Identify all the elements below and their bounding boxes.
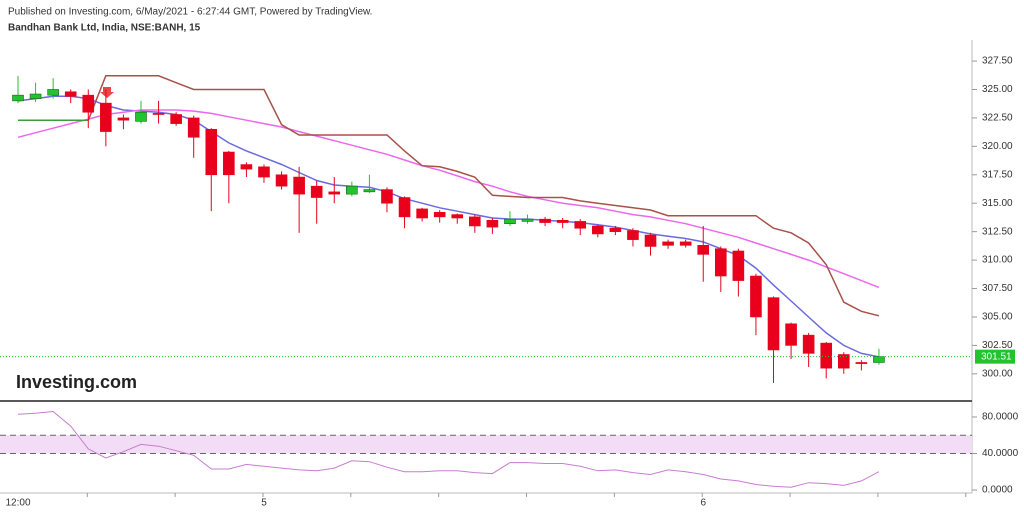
y-tick-label: 322.50 bbox=[982, 113, 1013, 124]
line bbox=[17, 109, 880, 289]
candle-body bbox=[293, 176, 305, 195]
candle-body bbox=[29, 93, 42, 99]
y-tick-label: 325.00 bbox=[982, 84, 1013, 95]
candle-body bbox=[767, 297, 780, 351]
candle-body bbox=[802, 334, 815, 354]
x-tick-label: 6 bbox=[700, 498, 706, 509]
candle-body bbox=[47, 89, 59, 96]
y-tick-label: 300.00 bbox=[982, 368, 1013, 379]
y-tick-label: 302.50 bbox=[982, 340, 1013, 351]
candle-body bbox=[714, 248, 727, 277]
candle-body bbox=[187, 117, 200, 138]
candle-body bbox=[592, 225, 604, 235]
candle-body bbox=[223, 151, 235, 176]
candle-body bbox=[732, 250, 745, 281]
band bbox=[0, 435, 972, 454]
candle-body bbox=[117, 117, 130, 121]
candle-body bbox=[750, 275, 762, 318]
candle-body bbox=[837, 354, 850, 369]
candle-body bbox=[240, 164, 253, 170]
candle-body bbox=[258, 166, 270, 178]
y-tick-label: 317.50 bbox=[982, 169, 1013, 180]
candle-body bbox=[662, 241, 674, 246]
candle-body bbox=[855, 362, 868, 364]
y-tick-label: 0.0000 bbox=[982, 485, 1013, 496]
y-tick-label: 327.50 bbox=[982, 56, 1013, 67]
y-tick-label: 310.00 bbox=[982, 255, 1013, 266]
header: Published on Investing.com, 6/May/2021 -… bbox=[8, 7, 372, 18]
candle-body bbox=[451, 214, 464, 219]
candle-body bbox=[574, 221, 587, 229]
y-tick-label: 312.50 bbox=[982, 226, 1013, 237]
candle-body bbox=[504, 218, 516, 224]
y-tick-label: 80.0000 bbox=[982, 412, 1019, 423]
candle-body bbox=[135, 111, 147, 122]
candle-body bbox=[328, 191, 341, 195]
candle-body bbox=[170, 114, 182, 124]
x-tick-label: 12:00 bbox=[5, 498, 30, 509]
candle-body bbox=[152, 113, 165, 115]
chart-title: Bandhan Bank Ltd, India, NSE:BANH, 15 bbox=[8, 23, 201, 34]
candle-body bbox=[556, 219, 569, 223]
candle-body bbox=[12, 94, 24, 102]
x-tick-label: 5 bbox=[261, 498, 267, 509]
candle-body bbox=[627, 230, 639, 240]
candle-body bbox=[820, 342, 833, 369]
candle-body bbox=[275, 174, 288, 187]
candle-body bbox=[469, 216, 481, 227]
candle-body bbox=[644, 234, 657, 247]
y-tick-label: 315.00 bbox=[982, 198, 1013, 209]
candle-body bbox=[785, 323, 797, 346]
candle-body bbox=[64, 91, 77, 97]
candle-body bbox=[310, 185, 323, 198]
candle-body bbox=[100, 102, 112, 132]
candle-body bbox=[697, 245, 710, 255]
line bbox=[17, 410, 880, 488]
candle-body bbox=[363, 189, 376, 193]
candle-body bbox=[679, 241, 692, 246]
logo: Investing.com bbox=[16, 372, 137, 392]
candle-body bbox=[486, 219, 499, 228]
candle-body bbox=[346, 185, 358, 195]
candle-body bbox=[539, 218, 551, 223]
y-tick-label: 320.00 bbox=[982, 141, 1013, 152]
line bbox=[87, 75, 880, 317]
candle-body bbox=[205, 128, 218, 176]
candle-body bbox=[82, 94, 95, 113]
candle-body bbox=[381, 189, 393, 204]
candle-body bbox=[398, 197, 411, 218]
candle-body bbox=[521, 218, 534, 222]
y-tick-label: 307.50 bbox=[982, 283, 1013, 294]
y-tick-label: 305.00 bbox=[982, 312, 1013, 323]
last-price-label: 301.51 bbox=[981, 351, 1012, 362]
candle-body bbox=[609, 227, 622, 232]
y-tick-label: 40.0000 bbox=[982, 448, 1019, 459]
candle-body bbox=[416, 208, 428, 219]
candle-body bbox=[433, 212, 446, 218]
signal-arrow bbox=[100, 87, 114, 98]
candle-body bbox=[873, 356, 885, 363]
last-price-box bbox=[975, 349, 1015, 364]
